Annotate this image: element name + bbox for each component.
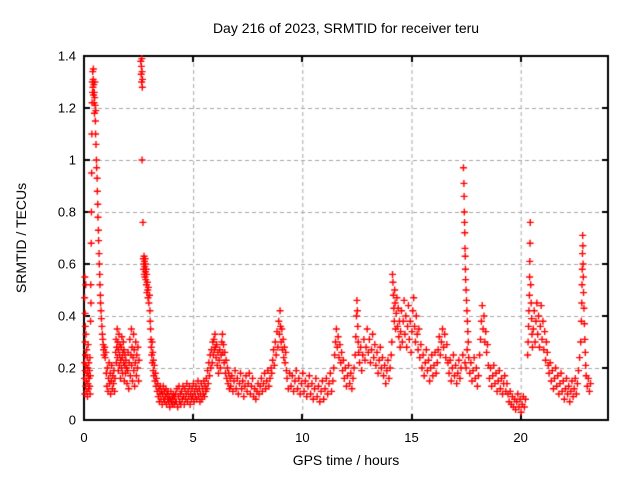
- x-tick-label: 5: [189, 430, 197, 445]
- y-tick-label: 0: [68, 412, 76, 428]
- y-tick-label: 0.8: [57, 204, 76, 220]
- x-tick-label: 0: [80, 430, 88, 445]
- y-tick-label: 1: [68, 152, 76, 168]
- x-tick-label: 10: [295, 430, 310, 445]
- x-tick-label: 20: [513, 430, 528, 445]
- y-tick-label: 0.4: [57, 308, 76, 324]
- x-axis-label: GPS time / hours: [292, 452, 400, 468]
- x-tick-label: 15: [404, 430, 419, 445]
- chart-title: Day 216 of 2023, SRMTID for receiver ter…: [212, 20, 480, 36]
- y-tick-label: 0.2: [57, 360, 76, 376]
- y-axis-label: SRMTID / TECUs: [13, 182, 29, 294]
- y-tick-label: 1.4: [57, 48, 76, 64]
- y-tick-label: 0.6: [57, 256, 76, 272]
- y-tick-label: 1.2: [57, 100, 76, 116]
